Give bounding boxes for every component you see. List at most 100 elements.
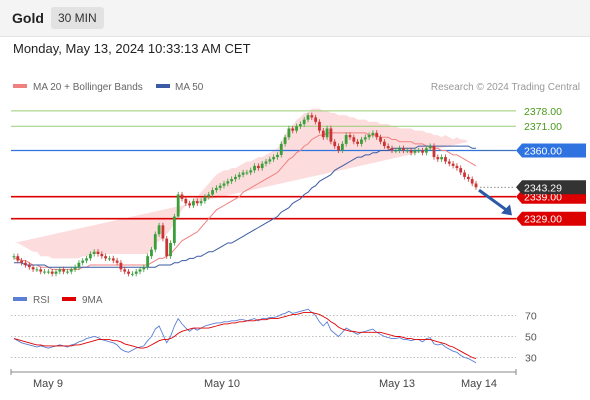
legend-swatch-rsi xyxy=(13,297,27,301)
candle-body xyxy=(31,267,35,270)
candle-body xyxy=(43,271,46,273)
candle-body xyxy=(302,119,306,125)
candle-body xyxy=(356,141,360,144)
rsi-tick-label: 70 xyxy=(525,311,537,323)
candle-body xyxy=(256,165,260,169)
candle-body xyxy=(100,253,104,257)
legend-label-ma50: MA 50 xyxy=(175,82,204,93)
x-tick-label: May 13 xyxy=(379,378,415,390)
level-label-support: 2339.00 xyxy=(524,192,562,204)
candle-body xyxy=(138,269,142,272)
candle-body xyxy=(211,190,214,195)
candle-body xyxy=(20,260,24,263)
candle-body xyxy=(230,179,234,182)
candle-body xyxy=(39,269,43,272)
candle-body xyxy=(77,262,81,268)
candle-body xyxy=(260,163,264,169)
forecast-arrow-head xyxy=(501,204,512,216)
candle-body xyxy=(237,174,241,177)
interval-button[interactable]: 30 MIN xyxy=(51,7,104,29)
candle-body xyxy=(127,271,130,274)
candle-body xyxy=(447,161,451,164)
candle-body xyxy=(291,128,295,131)
candle-body xyxy=(417,150,421,152)
candle-body xyxy=(318,121,321,131)
candle-body xyxy=(157,225,161,235)
candle-body xyxy=(241,172,245,175)
candle-body xyxy=(195,201,199,204)
candle-body xyxy=(66,271,69,273)
bollinger-band xyxy=(14,108,469,259)
candle-body xyxy=(474,183,478,188)
candle-body xyxy=(436,157,440,160)
candle-body xyxy=(73,267,77,270)
rsi-tick-label: 50 xyxy=(525,332,537,344)
candle-body xyxy=(249,170,253,173)
candle-body xyxy=(214,187,218,191)
candle-body xyxy=(287,128,291,138)
candle-body xyxy=(92,251,96,254)
candle-body xyxy=(27,264,31,268)
candle-body xyxy=(432,146,436,158)
candle-body xyxy=(424,148,428,153)
candle-body xyxy=(379,137,382,142)
legend-swatch-ma50 xyxy=(156,84,170,88)
candle-body xyxy=(165,238,169,257)
candle-body xyxy=(371,132,375,136)
candle-body xyxy=(218,185,222,188)
candle-body xyxy=(337,146,340,151)
rsi-line xyxy=(13,308,477,364)
candle-body xyxy=(226,181,230,184)
candle-body xyxy=(333,141,337,147)
candle-body xyxy=(402,148,405,151)
candle-body xyxy=(150,249,153,257)
candle-body xyxy=(306,115,310,120)
candle-body xyxy=(58,269,62,272)
candle-body xyxy=(329,128,333,142)
candle-body xyxy=(130,273,134,275)
candle-body xyxy=(455,165,459,169)
rsi-tick-label: 30 xyxy=(525,353,537,365)
candle-body xyxy=(363,137,367,140)
candle-body xyxy=(470,179,474,184)
candle-body xyxy=(444,157,447,162)
candle-body xyxy=(253,165,256,171)
candle-body xyxy=(440,157,444,160)
candle-body xyxy=(16,256,20,261)
candle-body xyxy=(382,141,386,147)
candle-body xyxy=(344,135,348,144)
candle-body xyxy=(172,216,176,243)
candle-body xyxy=(428,146,432,149)
candle-body xyxy=(398,148,402,151)
candle-body xyxy=(115,260,119,263)
candle-body xyxy=(375,132,379,138)
candle-body xyxy=(279,143,283,155)
candle-body xyxy=(62,269,66,272)
candle-body xyxy=(176,194,180,217)
candle-body xyxy=(390,148,394,151)
current-price-tag xyxy=(516,180,586,195)
candle-body xyxy=(153,234,157,250)
rsi-9ma-line xyxy=(13,311,477,360)
level-label-support: 2329.00 xyxy=(524,214,562,226)
legend-swatch-9ma xyxy=(62,297,76,301)
candle-body xyxy=(119,262,123,270)
candle-body xyxy=(180,194,184,199)
candle-body xyxy=(142,267,146,270)
candle-body xyxy=(12,256,16,258)
candle-body xyxy=(409,150,413,153)
x-tick-label: May 14 xyxy=(461,378,497,390)
candle-body xyxy=(161,225,165,239)
chart-datetime: Monday, May 13, 2024 10:33:13 AM CET xyxy=(13,41,251,56)
candle-body xyxy=(459,168,463,173)
candle-body xyxy=(466,176,470,180)
candle-body xyxy=(104,256,108,259)
candle-body xyxy=(108,258,111,260)
candle-body xyxy=(222,183,226,186)
level-label-resistance: 2378.00 xyxy=(524,106,562,118)
candle-body xyxy=(207,194,211,197)
candle-body xyxy=(352,137,356,142)
candle-body xyxy=(413,150,417,153)
x-tick-label: May 10 xyxy=(204,378,240,390)
